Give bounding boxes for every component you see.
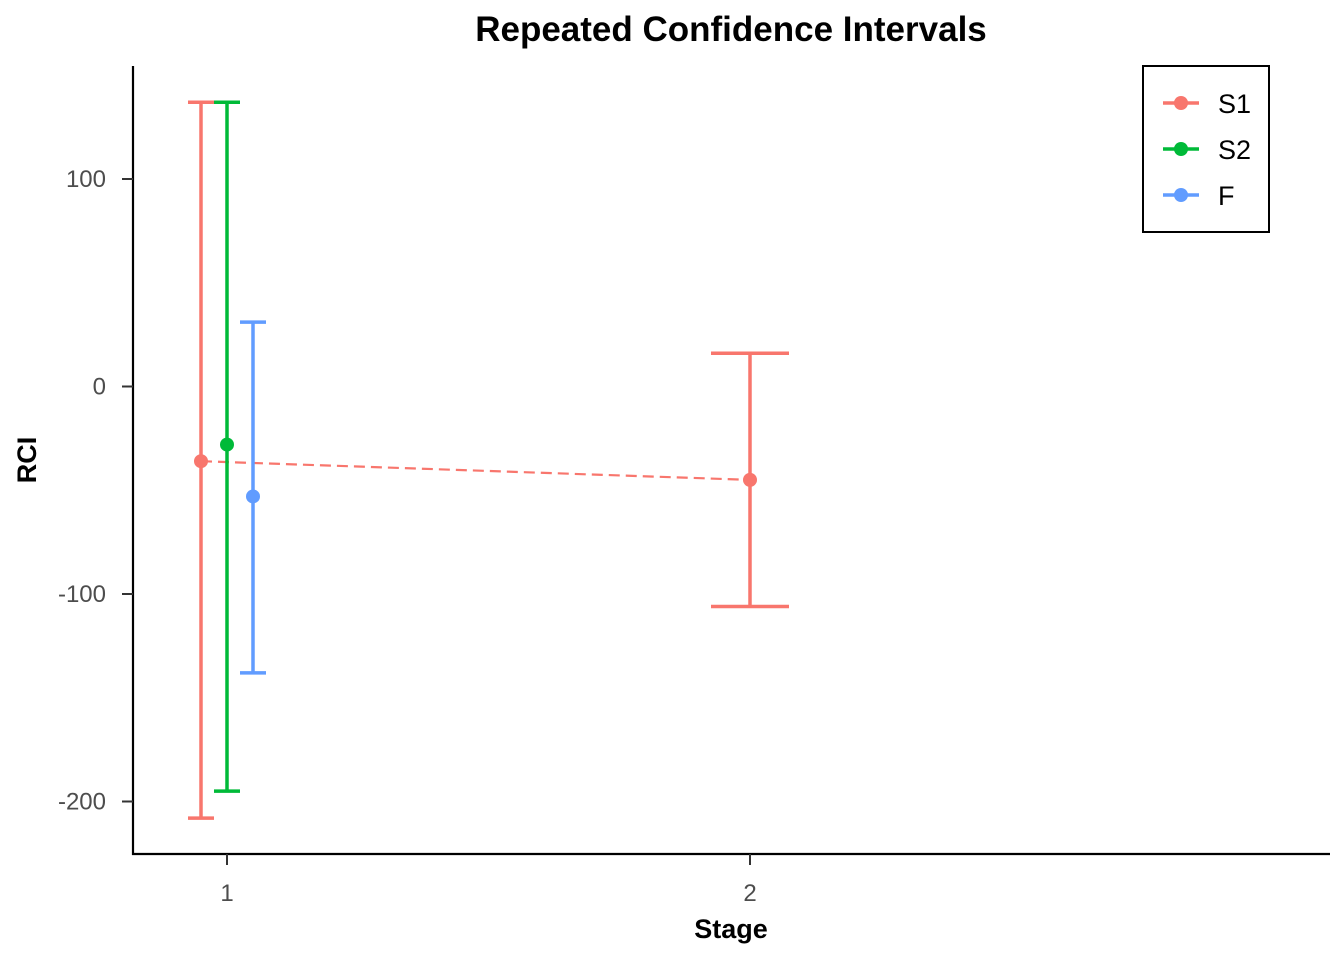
legend-item-s2: S2 [1163,135,1251,165]
legend-label: F [1218,181,1235,211]
y-tick-label: -100 [58,581,106,608]
legend-item-s1: S1 [1163,89,1251,119]
chart-title: Repeated Confidence Intervals [475,10,987,49]
x-tick-label: 2 [743,880,756,907]
legend-key-point [1174,188,1188,202]
series-s1 [188,100,789,820]
legend-key-point [1174,96,1188,110]
error-bar-s2-stage-1 [214,100,240,793]
y-tick-label: -200 [58,789,106,816]
legend-label: S1 [1218,89,1251,119]
x-axis-label: Stage [694,914,768,944]
point-s1-stage-2 [743,472,757,487]
y-axis-ticks: -200 -100 0 100 [58,166,133,816]
legend: S1 S2 F [1142,65,1270,233]
y-axis-label: RCI [12,437,42,484]
y-tick-label: 100 [66,166,106,193]
legend-key-point [1174,142,1188,156]
plot-area [188,100,789,820]
series-f [240,320,266,675]
legend-item-f: F [1163,181,1235,211]
legend-label: S2 [1218,135,1251,165]
point-f-stage-1 [246,489,260,504]
error-bar-s1-stage-1 [188,100,214,820]
series-line-s1 [200,460,751,481]
error-bar-f-stage-1 [240,320,266,675]
point-s2-stage-1 [220,437,234,452]
series-s2 [214,100,240,793]
x-tick-label: 1 [220,880,233,907]
point-s1-stage-1 [194,454,208,469]
error-bar-s1-stage-2 [711,351,789,609]
y-tick-label: 0 [93,374,106,401]
